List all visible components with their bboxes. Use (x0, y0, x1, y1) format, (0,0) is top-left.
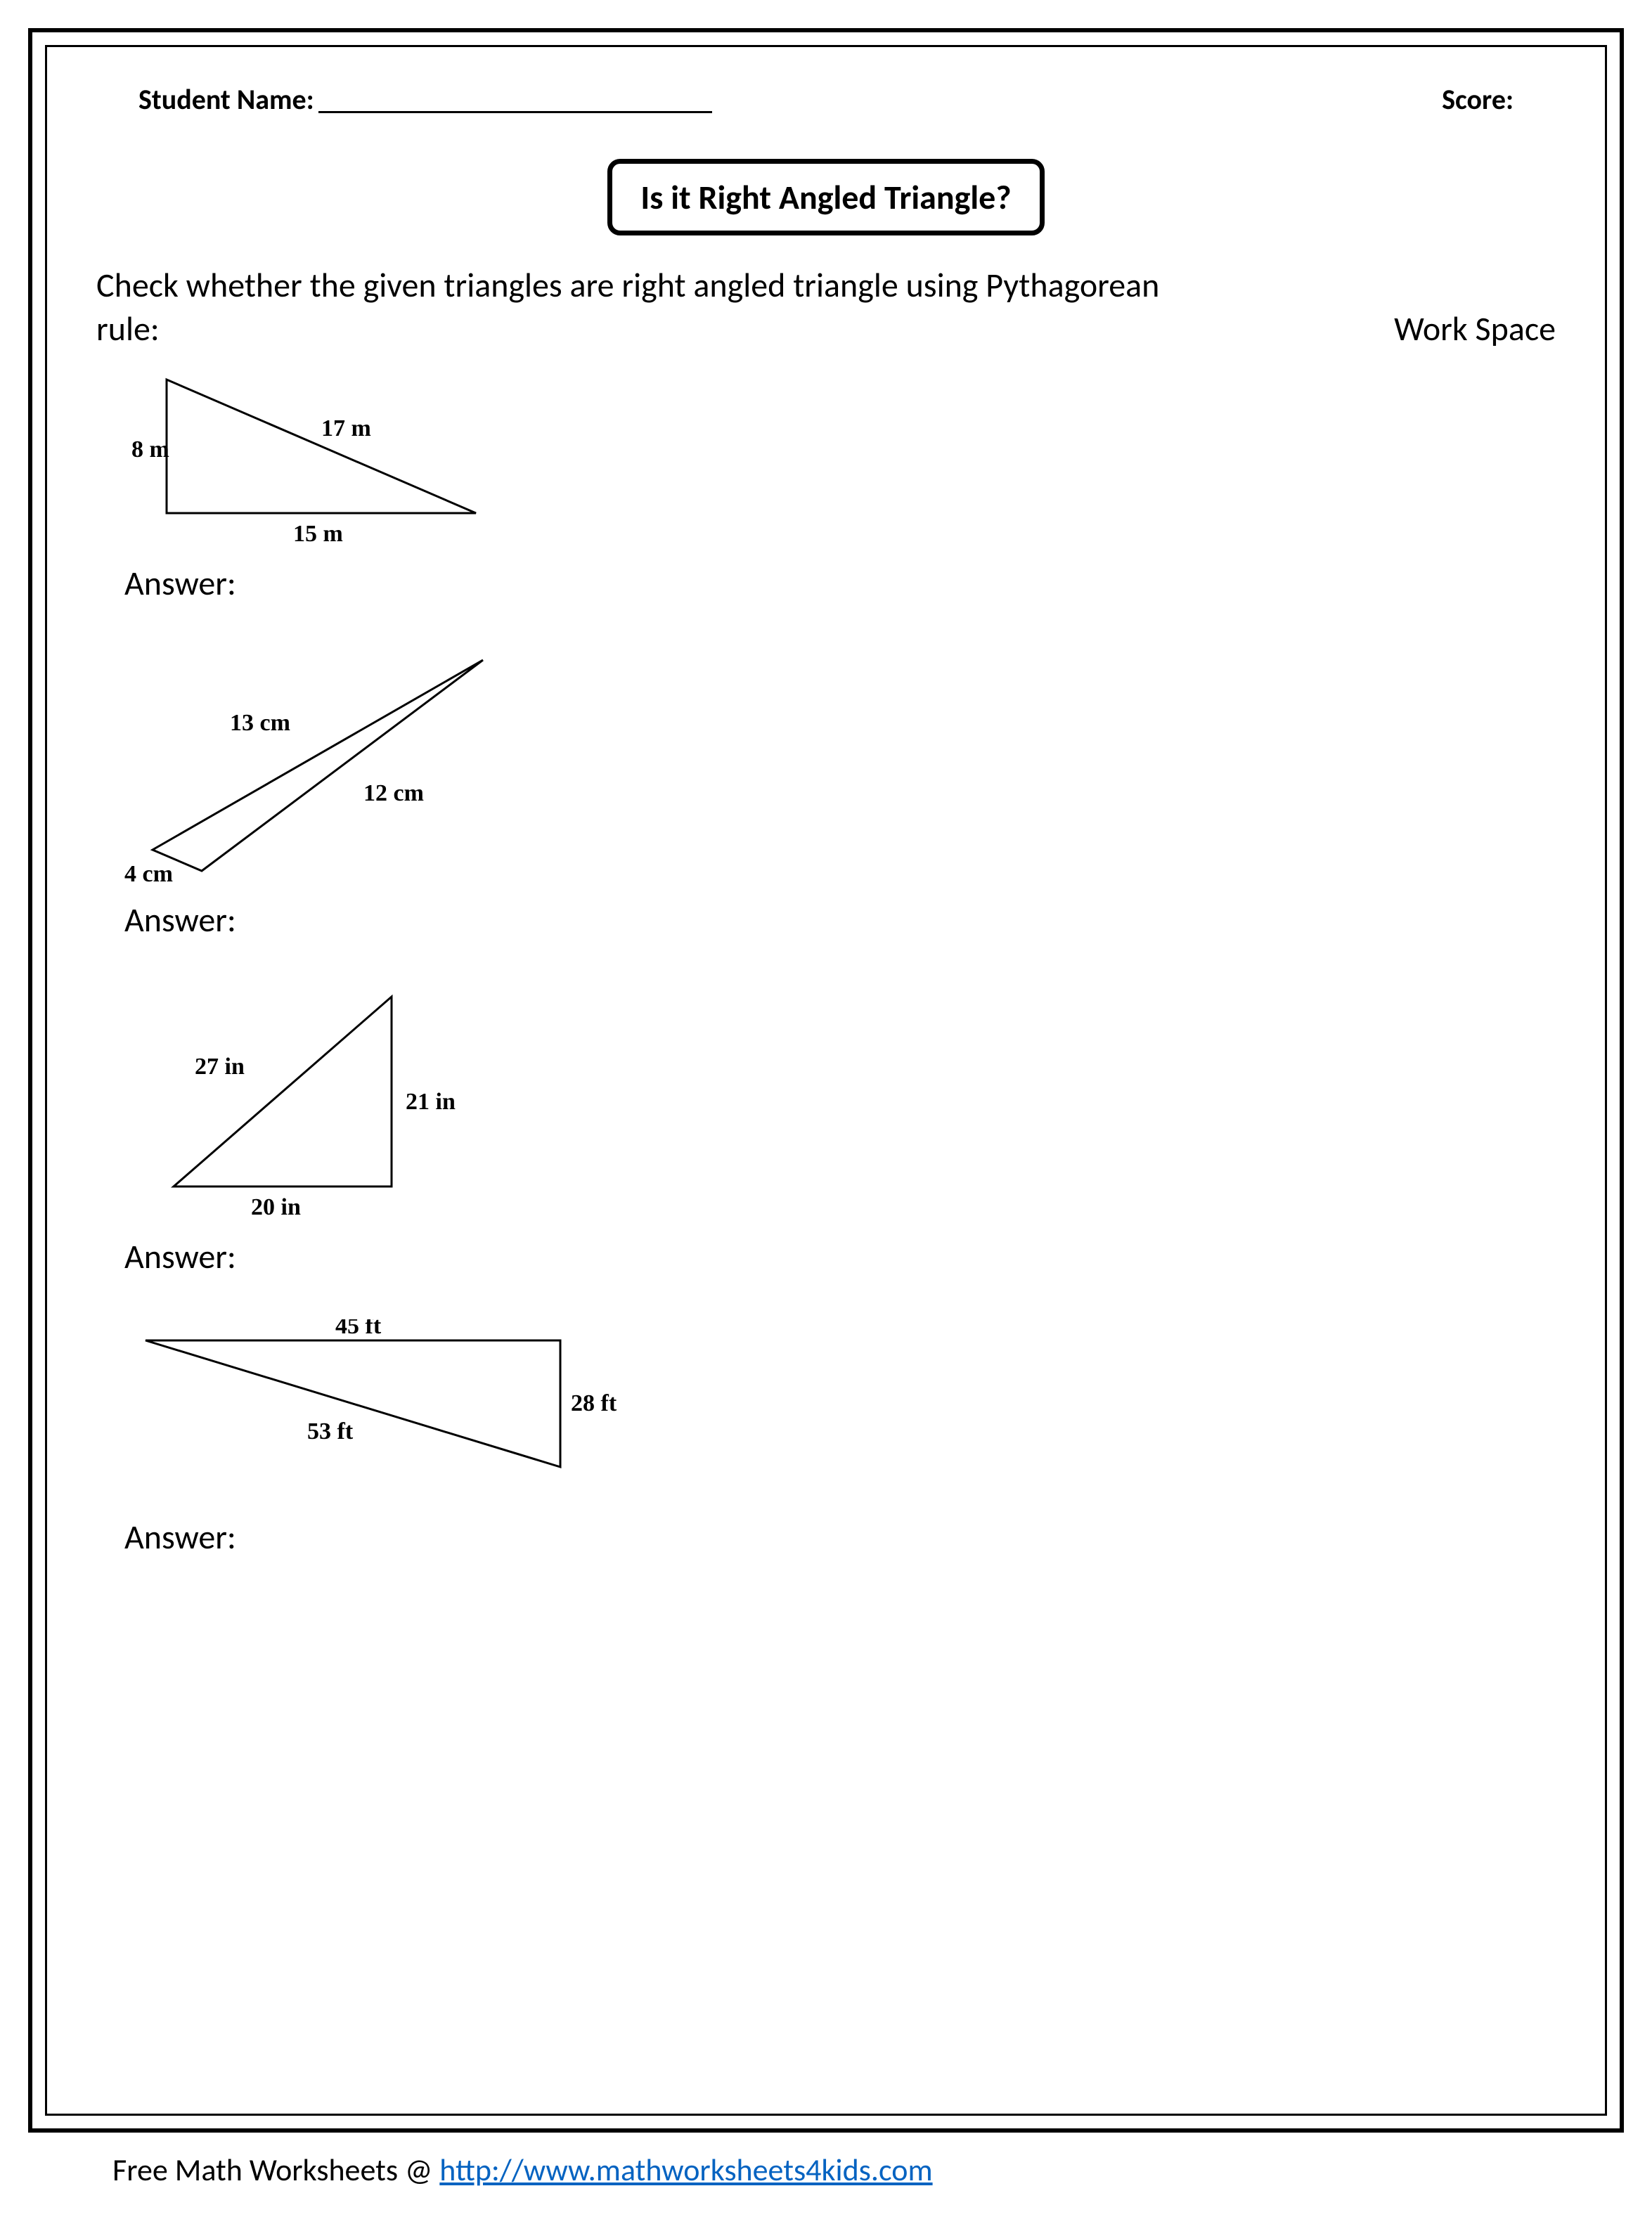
triangle-shape (174, 997, 392, 1186)
problem-3: 27 in 21 in 20 in Answer: (124, 983, 1556, 1277)
side-label: 53 ft (307, 1418, 354, 1444)
side-label: 13 cm (230, 710, 290, 736)
side-label: 21 in (406, 1089, 456, 1115)
problem-1: 8 m 17 m 15 m Answer: (124, 366, 1556, 604)
footer: Free Math Worksheets @ http://www.mathwo… (112, 2151, 933, 2189)
side-label: 17 m (321, 415, 371, 441)
student-name-label: Student Name: (138, 82, 314, 117)
side-label: 15 m (293, 521, 343, 547)
triangle-diagram: 27 in 21 in 20 in (124, 983, 490, 1222)
student-name-field: Student Name: (138, 82, 712, 117)
side-label: 45 ft (335, 1319, 382, 1339)
triangle-diagram: 8 m 17 m 15 m (124, 366, 490, 548)
worksheet-title: Is it Right Angled Triangle? (607, 159, 1044, 235)
triangle-shape (146, 1340, 560, 1467)
problem-4: 45 ft 28 ft 53 ft Answer: (124, 1319, 1556, 1558)
side-label: 12 cm (363, 780, 424, 806)
instructions: Check whether the given triangles are ri… (96, 264, 1556, 351)
outer-border: Student Name: Score: Is it Right Angled … (28, 28, 1624, 2133)
worksheet-page: Student Name: Score: Is it Right Angled … (0, 0, 1652, 2231)
answer-label: Answer: (124, 1236, 1556, 1277)
problems-container: 8 m17 m15 mAnswer:13 cm12 cm4 cmAnswer:2… (96, 366, 1556, 1558)
answer-label: Answer: (124, 899, 1556, 940)
triangle-diagram: 45 ft 28 ft 53 ft (124, 1319, 631, 1502)
header-row: Student Name: Score: (96, 82, 1556, 117)
triangle-diagram: 13 cm 12 cm 4 cm (124, 646, 518, 885)
footer-text: Free Math Worksheets @ (112, 2151, 439, 2189)
side-label: 8 m (131, 436, 169, 463)
answer-label: Answer: (124, 562, 1556, 604)
instructions-rule: rule: (96, 307, 160, 351)
triangle-shape (153, 660, 483, 871)
instructions-line2: rule: Work Space (96, 307, 1556, 351)
side-label: 28 ft (571, 1390, 617, 1416)
side-label: 27 in (195, 1054, 245, 1080)
answer-label: Answer: (124, 1516, 1556, 1558)
side-label: 4 cm (124, 861, 173, 885)
problem-2: 13 cm 12 cm 4 cm Answer: (124, 646, 1556, 940)
triangle-shape (167, 380, 476, 513)
footer-link[interactable]: http://www.mathworksheets4kids.com (439, 2151, 932, 2189)
score-label: Score: (1442, 82, 1514, 117)
side-label: 20 in (251, 1194, 301, 1220)
workspace-label: Work Space (1394, 307, 1556, 351)
instructions-line1: Check whether the given triangles are ri… (96, 264, 1556, 307)
inner-border: Student Name: Score: Is it Right Angled … (45, 45, 1607, 2116)
student-name-line[interactable] (318, 111, 712, 113)
